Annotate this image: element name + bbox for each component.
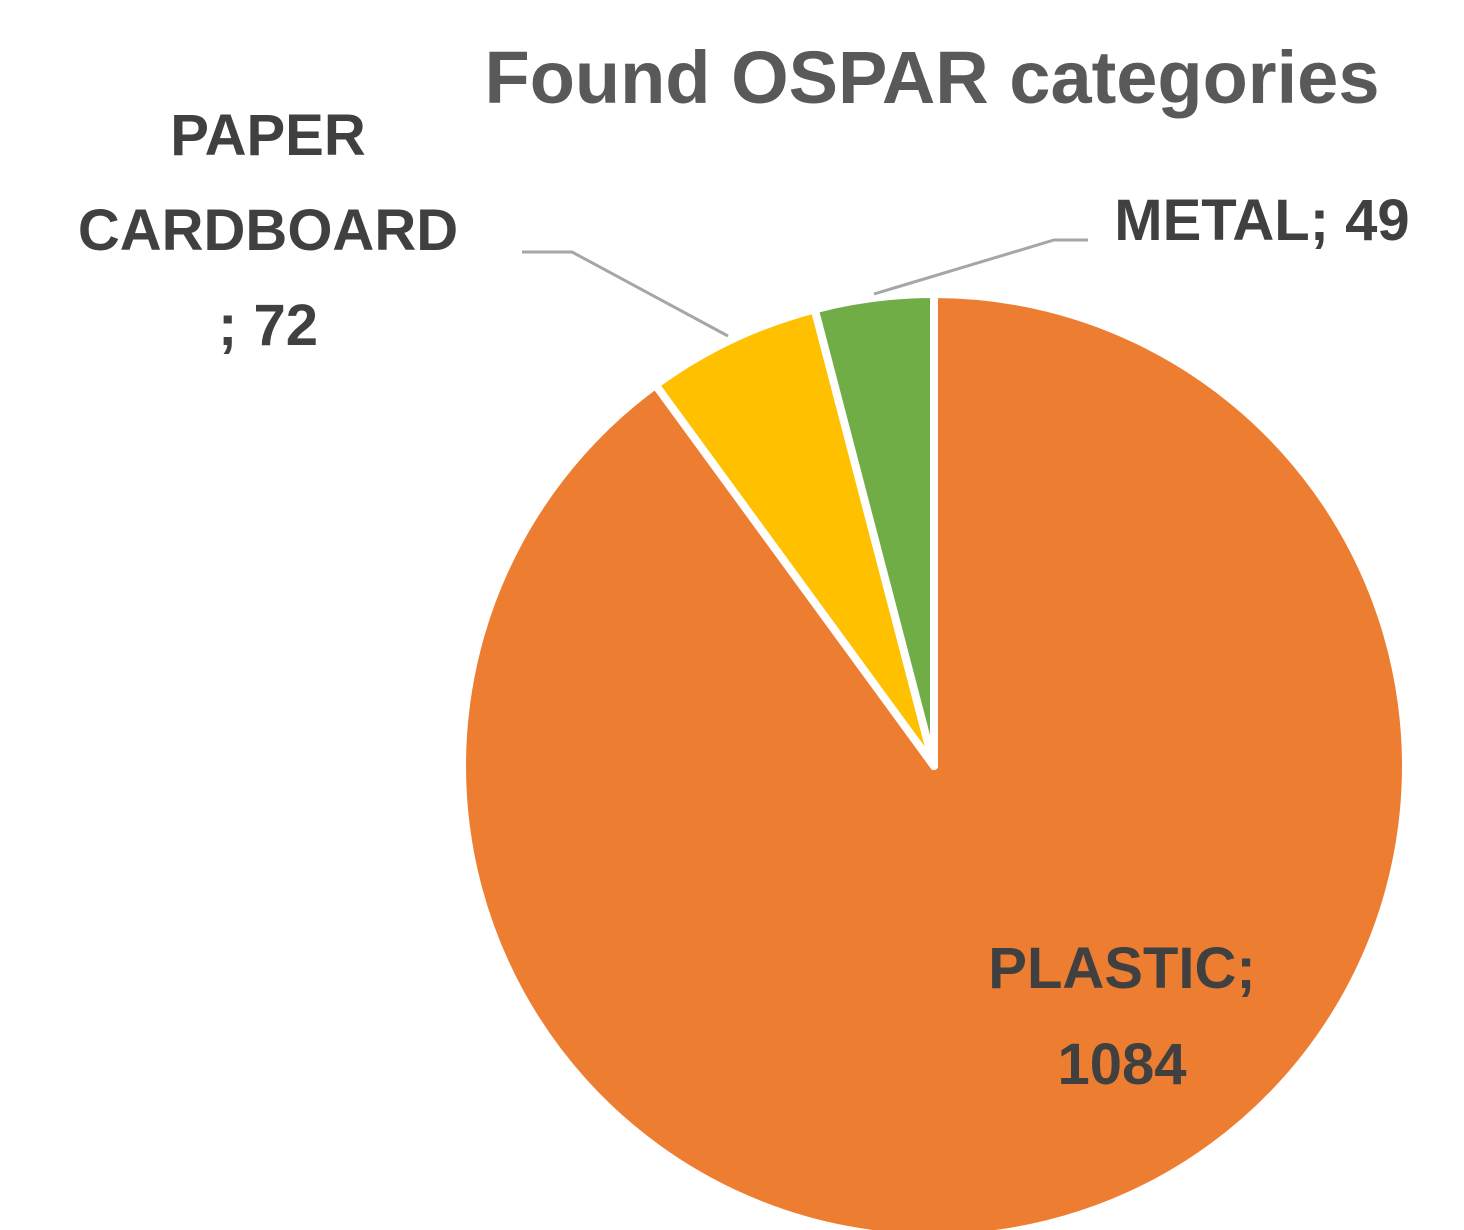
chart-title: Found OSPAR categories xyxy=(485,36,1380,119)
data-label-line: PLASTIC; xyxy=(988,936,1255,1001)
leader-line-metal xyxy=(873,238,1088,296)
data-labels: PLASTIC; 1084 PAPER CARDBOARD ; 72 METAL; 49 xyxy=(78,103,1410,1097)
pie-slice-paper-cardboard xyxy=(651,305,938,770)
data-label-line: METAL; 49 xyxy=(1114,188,1409,253)
data-label-line: CARDBOARD xyxy=(78,198,458,263)
data-label-line: PAPER xyxy=(170,103,366,168)
leader-line-paper-cardboard xyxy=(522,250,729,338)
data-label-metal: METAL; 49 xyxy=(1114,188,1409,253)
data-label-paper-cardboard: PAPER CARDBOARD ; 72 xyxy=(78,103,458,358)
data-label-line: 1084 xyxy=(1057,1032,1186,1097)
pie-slices xyxy=(458,290,1410,1230)
data-label-plastic: PLASTIC; 1084 xyxy=(988,936,1255,1097)
data-label-line: ; 72 xyxy=(218,293,318,358)
leader-lines xyxy=(522,238,1088,338)
pie-slice-metal xyxy=(810,290,938,770)
